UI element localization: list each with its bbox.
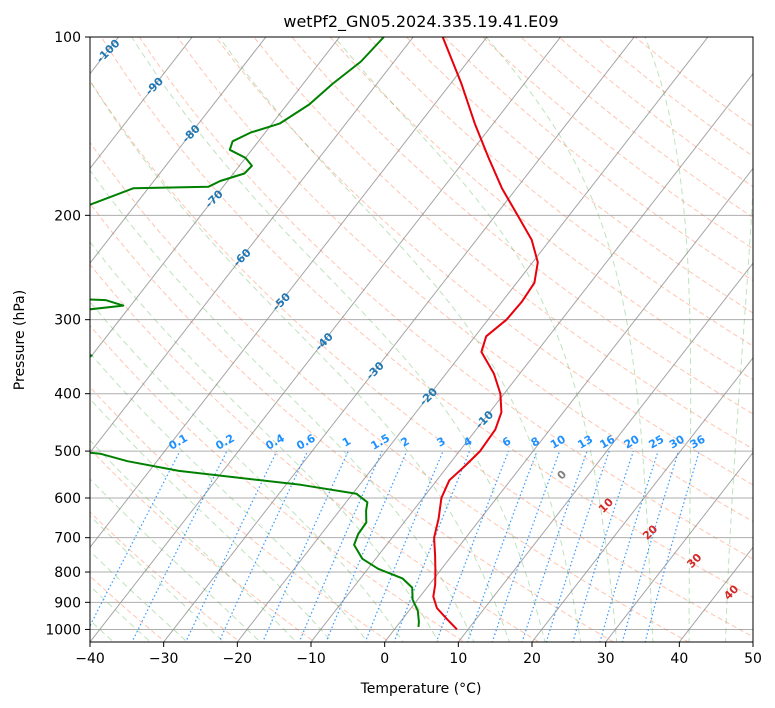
moist-adiabat-line (725, 180, 753, 642)
dry-adiabat-line (90, 202, 615, 642)
dry-adiabat-line (100, 37, 753, 598)
temperature-profile-line (432, 37, 539, 631)
x-tick-label: 10 (449, 651, 467, 667)
moist-adiabat-line (334, 37, 618, 642)
moist-adiabat-line (644, 37, 692, 642)
y-axis-label: Pressure (hPa) (12, 290, 28, 390)
x-tick-label: 20 (523, 651, 541, 667)
dewpoint-profile-line (90, 37, 420, 627)
isotherm-line (310, 72, 753, 642)
dry-adiabat-line (90, 79, 753, 638)
y-tick-label: 500 (54, 444, 81, 460)
isotherm-line (384, 167, 753, 642)
mixing-ratio-line (621, 450, 680, 642)
isotherm-line (90, 37, 488, 549)
x-tick-label: 0 (380, 651, 389, 667)
dry-adiabat-line (520, 37, 753, 219)
plot-frame (89, 36, 754, 643)
isotherm-line (605, 451, 753, 642)
dry-adiabat-line (367, 37, 753, 347)
y-tick-label: 400 (54, 387, 81, 403)
x-tick-label: 30 (597, 651, 615, 667)
dry-adiabat-line (329, 37, 753, 381)
dry-adiabat-line (90, 263, 540, 642)
moist-adiabat-line (90, 550, 189, 642)
x-tick-label: −10 (296, 651, 326, 667)
y-tick-label: 700 (54, 531, 81, 547)
dry-adiabat-line (253, 37, 753, 450)
y-tick-label: 800 (54, 565, 81, 581)
x-tick-label: 40 (670, 651, 688, 667)
moist-adiabat-line (218, 37, 582, 642)
plot-area-background (90, 37, 753, 642)
y-tick-label: 600 (54, 491, 81, 507)
x-tick-label: −40 (75, 651, 105, 667)
moist-adiabat-line (90, 585, 152, 642)
mixing-ratio-line (491, 450, 561, 642)
y-tick-label: 300 (54, 313, 81, 329)
x-tick-label: 50 (744, 651, 762, 667)
chart-title: wetPf2_GN05.2024.335.19.41.E09 (283, 12, 558, 32)
y-tick-label: 1000 (45, 622, 81, 638)
isotherm-line (457, 262, 753, 642)
dry-adiabat-line (634, 37, 753, 128)
axes: −40 −30 −20 −10 0 10 20 30 40 50 100 200 300 400 500 60… (45, 30, 762, 667)
isotherm-line (90, 37, 414, 454)
dry-adiabat-line (177, 37, 753, 523)
data-series (90, 37, 539, 631)
isotherm-line (90, 37, 562, 642)
isotherm-line (90, 37, 267, 264)
mixing-ratio-line (521, 450, 588, 642)
y-tick-label: 200 (54, 208, 81, 224)
isotherm-line (163, 37, 635, 642)
moist-adiabat-line (90, 514, 225, 642)
dry-adiabat-line (481, 37, 753, 250)
dry-adiabat-line (90, 141, 690, 642)
mixing-ratio-line (364, 450, 444, 642)
isotherm-line (90, 37, 341, 359)
moist-adiabat-line (485, 37, 654, 642)
y-tick-label: 900 (54, 595, 81, 611)
y-tick-label: 100 (54, 30, 81, 46)
moist-adiabat-line (762, 37, 775, 654)
mixing-ratio-line (298, 450, 383, 642)
x-tick-label: −30 (149, 651, 179, 667)
x-axis-label: Temperature (°C) (360, 681, 482, 697)
isotherm-line (531, 357, 753, 642)
background-lines (0, 10, 775, 654)
isotherm-line (0, 10, 66, 654)
isotherm-line (90, 37, 193, 170)
isotherm-line (236, 37, 709, 642)
mixing-ratio-line (325, 450, 408, 642)
moist-adiabat-line (90, 478, 261, 642)
mixing-ratio-line (185, 450, 278, 642)
dry-adiabat-line (443, 37, 753, 282)
dry-adiabat-line (90, 324, 466, 642)
x-tick-label: −20 (223, 651, 253, 667)
mixing-ratio-line (644, 450, 700, 642)
mixing-ratio-line (599, 450, 659, 642)
